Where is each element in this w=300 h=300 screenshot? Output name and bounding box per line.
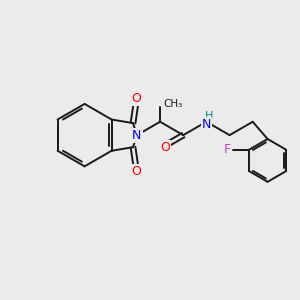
Text: H: H <box>205 111 213 122</box>
Text: O: O <box>132 92 142 105</box>
Text: N: N <box>202 118 211 130</box>
Text: N: N <box>132 129 142 142</box>
Text: F: F <box>224 143 231 156</box>
Text: CH₃: CH₃ <box>163 99 182 109</box>
Text: O: O <box>132 165 142 178</box>
Text: O: O <box>160 141 170 154</box>
